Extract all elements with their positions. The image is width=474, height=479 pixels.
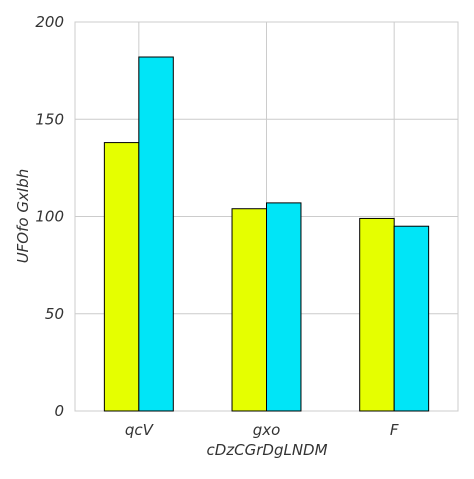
x-tick-label: qcV bbox=[125, 421, 155, 439]
bar-F-series-1 bbox=[359, 217, 395, 412]
y-tick-label: 200 bbox=[35, 13, 64, 31]
y-tick-label: 100 bbox=[35, 208, 64, 226]
x-axis-label: cDzCGrDgLNDM bbox=[206, 441, 327, 459]
y-axis-label: UFOfo GxIbh bbox=[14, 169, 32, 264]
y-tick-label: 150 bbox=[35, 110, 64, 128]
bar-qcV-series-1 bbox=[103, 142, 140, 412]
x-tick-label: F bbox=[390, 421, 399, 439]
bar-F-series-2 bbox=[393, 225, 430, 412]
y-tick-labels: 0 50 100 150 200 bbox=[35, 13, 64, 420]
x-tick-label: gxo bbox=[253, 421, 281, 439]
bar-gxo-series-2 bbox=[266, 202, 302, 412]
x-tick-labels: qcV gxo F bbox=[125, 421, 399, 439]
bar-qcV-series-2 bbox=[138, 56, 174, 412]
bar-gxo-series-1 bbox=[231, 208, 267, 412]
y-tick-label: 50 bbox=[45, 305, 64, 323]
bars bbox=[103, 56, 430, 412]
y-tick-label: 0 bbox=[54, 402, 64, 420]
